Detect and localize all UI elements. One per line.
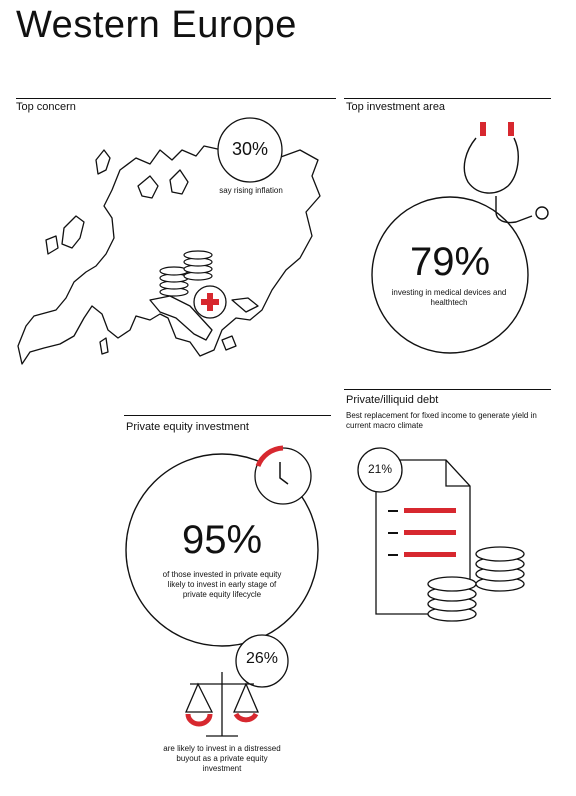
debt-percent: 21% [367, 462, 393, 476]
scale-pan-right-icon [233, 712, 259, 723]
distressed-percent: 26% [245, 650, 279, 667]
page-title: Western Europe [16, 4, 297, 46]
coin-stack-large-icon [427, 546, 525, 622]
europe-map-icon [17, 145, 321, 365]
document-icon [375, 459, 471, 615]
scale-pan-left-icon [185, 713, 213, 727]
clock-arc-icon [255, 445, 284, 468]
top-investment-label: Top investment area [346, 101, 446, 113]
equity-ring [125, 453, 319, 647]
private-debt-rule [344, 389, 551, 390]
coin-stack-icon [159, 250, 213, 297]
top-concern-rule [16, 98, 336, 99]
document-lines-icon [388, 508, 456, 557]
top-investment-rule [344, 98, 551, 99]
distressed-percent-ring [235, 634, 289, 688]
stethoscope-tip-left [480, 122, 486, 136]
private-equity-label: Private equity investment [126, 421, 249, 433]
stethoscope-icon [463, 137, 549, 224]
private-equity-rule [124, 415, 331, 416]
private-debt-subtitle: Best replacement for fixed income to gen… [346, 411, 537, 430]
debt-percent-ring [357, 447, 403, 493]
top-concern-label: Top concern [16, 101, 76, 113]
scale-icon [185, 672, 259, 737]
equity-caption: of those invested in private equity like… [162, 570, 282, 599]
investment-ring [371, 196, 529, 354]
equity-percent: 95% [181, 518, 263, 562]
private-debt-label: Private/illiquid debt [346, 394, 439, 406]
investment-caption: investing in medical devices and healtht… [391, 288, 507, 307]
concern-caption: say rising inflation [219, 186, 283, 195]
distressed-caption: are likely to invest in a distressed buy… [163, 744, 281, 773]
concern-percent-ring [217, 117, 283, 183]
concern-percent: 30% [231, 139, 269, 159]
investment-percent: 79% [409, 240, 491, 284]
stethoscope-tip-right [508, 122, 514, 136]
